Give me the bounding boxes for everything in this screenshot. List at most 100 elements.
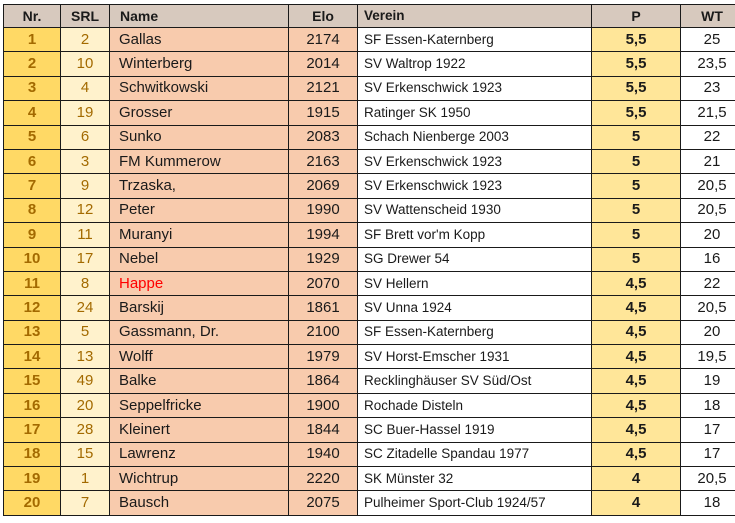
elo-cell: 2100: [288, 319, 358, 346]
points-cell: 5,5: [591, 26, 681, 53]
elo-cell: 1940: [288, 441, 358, 468]
player-name-cell: FM Kummerow: [109, 148, 289, 175]
club-cell: SF Essen-Katernberg: [357, 319, 592, 346]
seed-cell: 19: [60, 100, 110, 126]
table-row: 1 2 Gallas 2174 SF Essen-Katernberg 5,5 25: [3, 26, 735, 53]
seed-cell: 24: [60, 295, 110, 321]
seed-cell: 7: [60, 490, 110, 516]
header-wt: WT: [680, 4, 735, 28]
table-row: 20 7 Bausch 2075 Pulheimer Sport-Club 1924/5…: [3, 490, 735, 516]
elo-cell: 2014: [288, 51, 358, 77]
player-name-cell: Trzaska,: [109, 173, 289, 199]
club-cell: Pulheimer Sport-Club 1924/57: [357, 490, 592, 516]
points-cell: 5,5: [591, 75, 681, 102]
player-name-cell: Wichtrup: [109, 466, 289, 492]
tiebreak-cell: 20: [680, 222, 735, 248]
club-cell: SV Wattenscheid 1930: [357, 197, 592, 224]
points-cell: 4: [591, 490, 681, 516]
table-row: 16 20 Seppelfricke 1900 Rochade Disteln 4,5 18: [3, 392, 735, 419]
tiebreak-cell: 20,5: [680, 197, 735, 224]
tiebreak-cell: 19,5: [680, 344, 735, 370]
player-name-cell: Happe: [109, 270, 289, 297]
club-cell: SV Horst-Emscher 1931: [357, 344, 592, 370]
header-nr: Nr.: [3, 4, 61, 28]
table-row: 10 17 Nebel 1929 SG Drewer 54 5 16: [3, 246, 735, 272]
rank-cell: 8: [3, 197, 61, 224]
rank-cell: 4: [3, 100, 61, 126]
table-row: 9 11 Muranyi 1994 SF Brett vor'm Kopp 5 20: [3, 222, 735, 248]
rank-cell: 3: [3, 75, 61, 102]
seed-cell: 4: [60, 75, 110, 102]
table-row: 11 8 Happe 2070 SV Hellern 4,5 22: [3, 270, 735, 297]
tiebreak-cell: 21: [680, 148, 735, 175]
points-cell: 5: [591, 246, 681, 272]
tiebreak-cell: 21,5: [680, 100, 735, 126]
table-row: 5 6 Sunko 2083 Schach Nienberge 2003 5 22: [3, 124, 735, 150]
rank-cell: 18: [3, 441, 61, 468]
seed-cell: 10: [60, 51, 110, 77]
club-cell: SC Zitadelle Spandau 1977: [357, 441, 592, 468]
club-cell: SF Brett vor'm Kopp: [357, 222, 592, 248]
rank-cell: 9: [3, 222, 61, 248]
seed-cell: 49: [60, 368, 110, 394]
tiebreak-cell: 23,5: [680, 51, 735, 77]
elo-cell: 2220: [288, 466, 358, 492]
tiebreak-cell: 20: [680, 319, 735, 346]
header-verein: Verein: [357, 4, 592, 28]
points-cell: 5,5: [591, 51, 681, 77]
rank-cell: 19: [3, 466, 61, 492]
elo-cell: 2083: [288, 124, 358, 150]
rank-cell: 12: [3, 295, 61, 321]
points-cell: 4,5: [591, 319, 681, 346]
rank-cell: 10: [3, 246, 61, 272]
rank-cell: 13: [3, 319, 61, 346]
elo-cell: 1861: [288, 295, 358, 321]
points-cell: 5: [591, 148, 681, 175]
points-cell: 4,5: [591, 295, 681, 321]
club-cell: SV Erkenschwick 1923: [357, 148, 592, 175]
points-cell: 5: [591, 222, 681, 248]
points-cell: 5: [591, 173, 681, 199]
table-row: 14 13 Wolff 1979 SV Horst-Emscher 1931 4,5 19,…: [3, 344, 735, 370]
player-name-cell: Gassmann, Dr.: [109, 319, 289, 346]
tiebreak-cell: 17: [680, 441, 735, 468]
seed-cell: 2: [60, 26, 110, 53]
elo-cell: 1844: [288, 417, 358, 443]
elo-cell: 1979: [288, 344, 358, 370]
club-cell: SK Münster 32: [357, 466, 592, 492]
elo-cell: 1990: [288, 197, 358, 224]
player-name-cell: Lawrenz: [109, 441, 289, 468]
points-cell: 4,5: [591, 441, 681, 468]
table-row: 2 10 Winterberg 2014 SV Waltrop 1922 5,5 23,5: [3, 51, 735, 77]
seed-cell: 5: [60, 319, 110, 346]
header-name: Name: [109, 4, 289, 28]
points-cell: 4,5: [591, 344, 681, 370]
tiebreak-cell: 22: [680, 270, 735, 297]
table-row: 18 15 Lawrenz 1940 SC Zitadelle Spandau 1977…: [3, 441, 735, 468]
table-row: 4 19 Grosser 1915 Ratinger SK 1950 5,5 21,5: [3, 100, 735, 126]
tiebreak-cell: 18: [680, 490, 735, 516]
tiebreak-cell: 18: [680, 392, 735, 419]
header-srl: SRL: [60, 4, 110, 28]
elo-cell: 2163: [288, 148, 358, 175]
club-cell: SV Unna 1924: [357, 295, 592, 321]
seed-cell: 12: [60, 197, 110, 224]
elo-cell: 2070: [288, 270, 358, 297]
elo-cell: 2174: [288, 26, 358, 53]
rank-cell: 1: [3, 26, 61, 53]
seed-cell: 15: [60, 441, 110, 468]
player-name-cell: Gallas: [109, 26, 289, 53]
rank-cell: 6: [3, 148, 61, 175]
points-cell: 4,5: [591, 368, 681, 394]
seed-cell: 6: [60, 124, 110, 150]
tiebreak-cell: 16: [680, 246, 735, 272]
elo-cell: 1915: [288, 100, 358, 126]
seed-cell: 9: [60, 173, 110, 199]
seed-cell: 17: [60, 246, 110, 272]
header-row: Nr. SRL Name Elo Verein P WT: [3, 4, 735, 28]
club-cell: SC Buer-Hassel 1919: [357, 417, 592, 443]
seed-cell: 1: [60, 466, 110, 492]
seed-cell: 11: [60, 222, 110, 248]
club-cell: SV Hellern: [357, 270, 592, 297]
rank-cell: 16: [3, 392, 61, 419]
